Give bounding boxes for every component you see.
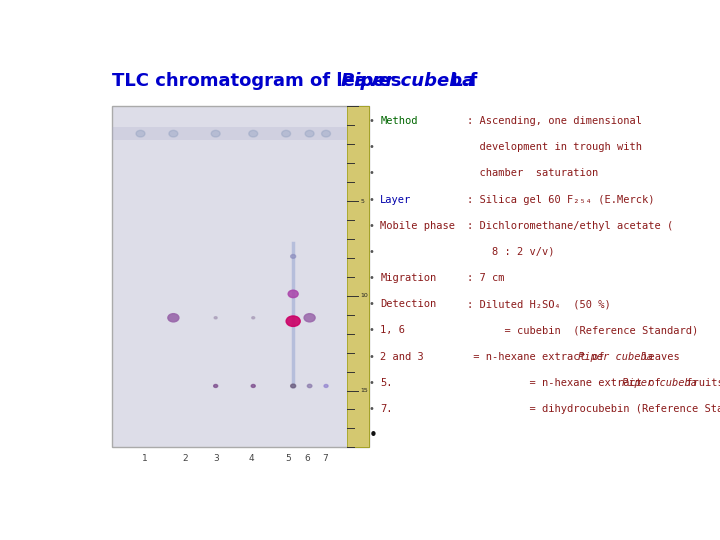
Text: •: • (369, 142, 375, 152)
Text: : Dichloromethane/ethyl acetate (: : Dichloromethane/ethyl acetate ( (467, 221, 673, 231)
Text: fruits: fruits (680, 378, 720, 388)
Text: 5: 5 (286, 454, 292, 463)
Text: leaves: leaves (636, 352, 680, 362)
Text: Method: Method (380, 116, 418, 126)
Circle shape (304, 314, 315, 322)
Circle shape (291, 254, 296, 258)
Text: development in trough with: development in trough with (467, 142, 642, 152)
Text: = cubebin  (Reference Standard): = cubebin (Reference Standard) (467, 326, 698, 335)
Text: •: • (369, 352, 375, 362)
Text: : Silica gel 60 F₂₅₄ (E.Merck): : Silica gel 60 F₂₅₄ (E.Merck) (467, 194, 654, 205)
Text: •: • (369, 404, 375, 414)
Circle shape (282, 130, 291, 137)
Circle shape (305, 130, 314, 137)
Text: 1, 6: 1, 6 (380, 326, 405, 335)
Text: 10: 10 (360, 293, 368, 298)
Text: 1: 1 (143, 454, 148, 463)
Circle shape (307, 384, 312, 388)
Text: •: • (369, 299, 375, 309)
Text: : 7 cm: : 7 cm (467, 273, 504, 283)
Text: TLC chromatogram of leaves: TLC chromatogram of leaves (112, 72, 408, 90)
Circle shape (251, 384, 256, 388)
Text: •: • (369, 168, 375, 178)
Text: = dihydrocubebin (Reference Standard): = dihydrocubebin (Reference Standard) (467, 404, 720, 414)
Circle shape (169, 130, 178, 137)
Text: 5: 5 (360, 199, 364, 204)
Text: •: • (369, 378, 375, 388)
Text: = n-hexane extract of: = n-hexane extract of (467, 378, 667, 388)
Text: chamber  saturation: chamber saturation (467, 168, 598, 178)
Text: Migration: Migration (380, 273, 436, 283)
Text: 15: 15 (360, 388, 368, 393)
Text: •: • (369, 273, 375, 283)
Text: 5.: 5. (380, 378, 392, 388)
Circle shape (286, 316, 300, 326)
Text: : Diluted H₂SO₄  (50 %): : Diluted H₂SO₄ (50 %) (467, 299, 611, 309)
Text: 2 and 3: 2 and 3 (380, 352, 424, 362)
Text: •: • (369, 194, 375, 205)
Circle shape (252, 316, 255, 319)
Circle shape (214, 384, 217, 388)
Text: 7.: 7. (380, 404, 392, 414)
Circle shape (288, 290, 298, 298)
Bar (347, 106, 369, 447)
Text: •: • (369, 247, 375, 257)
Text: 3: 3 (213, 454, 219, 463)
Text: •: • (369, 116, 375, 126)
Text: 4: 4 (248, 454, 253, 463)
Text: Mobile phase: Mobile phase (380, 221, 455, 231)
Circle shape (136, 130, 145, 137)
Text: 8 : 2 v/v): 8 : 2 v/v) (467, 247, 554, 257)
Text: Piper cubeba: Piper cubeba (341, 72, 474, 90)
Bar (112, 127, 347, 140)
Bar (112, 106, 369, 447)
Text: 6: 6 (305, 454, 310, 463)
Text: = n-hexane extract of: = n-hexane extract of (467, 352, 611, 362)
Text: L.f: L.f (445, 72, 477, 90)
Circle shape (322, 130, 330, 137)
Text: Piper cubeba: Piper cubeba (578, 352, 653, 362)
Text: : Ascending, one dimensional: : Ascending, one dimensional (467, 116, 642, 126)
Circle shape (324, 384, 328, 388)
Text: Detection: Detection (380, 299, 436, 309)
Text: •: • (369, 221, 375, 231)
Circle shape (211, 130, 220, 137)
Circle shape (291, 384, 296, 388)
Text: •: • (369, 428, 378, 443)
Circle shape (214, 316, 217, 319)
Circle shape (249, 130, 258, 137)
Circle shape (168, 314, 179, 322)
Text: 2: 2 (182, 454, 188, 463)
Text: Layer: Layer (380, 194, 411, 205)
Text: •: • (369, 326, 375, 335)
Text: 7: 7 (322, 454, 328, 463)
Text: Piper cubeba: Piper cubeba (621, 378, 697, 388)
